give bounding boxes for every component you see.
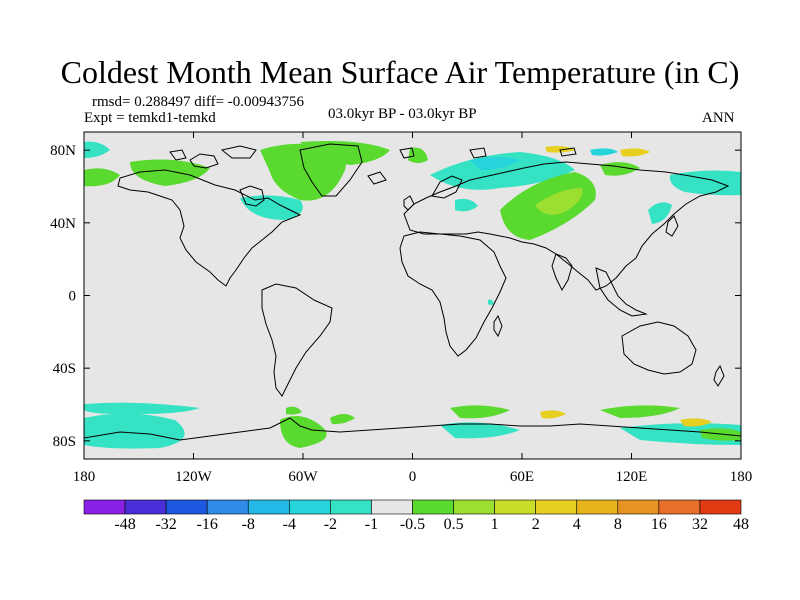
axis-ticks: 180 120W 60W 0 60E 120E 180 80N 40N 0 40S 80S: [50, 132, 752, 485]
coastline-australia: [621, 321, 697, 375]
coastline-africa: [399, 231, 507, 357]
colorbar-swatch: [165, 499, 208, 515]
lon-tick-label: 0: [409, 469, 417, 485]
lon-tick-label: 60W: [288, 469, 318, 485]
anomaly-patch: [669, 170, 741, 196]
colorbar: [83, 499, 742, 515]
colorbar-swatch: [699, 499, 742, 515]
colorbar-swatch: [412, 499, 454, 515]
colorbar-label: -1: [364, 516, 379, 533]
coastline-europe-asia: [403, 161, 730, 291]
coastline-new-zealand: [713, 364, 725, 387]
anomaly-patch: [488, 299, 494, 305]
colorbar-label: 16: [650, 516, 667, 533]
anomaly-patch: [600, 405, 680, 418]
coastline-scandinavia: [431, 175, 463, 199]
season-label: ANN: [702, 110, 735, 126]
colorbar-label: -0.5: [399, 516, 426, 533]
map-background: [84, 132, 741, 459]
anomaly-patch: [286, 406, 302, 415]
colorbar-swatch: [206, 499, 249, 515]
colorbar-label: -2: [323, 516, 338, 533]
lat-tick-label: 40S: [53, 361, 76, 377]
anomaly-patch: [84, 168, 120, 187]
period-label: 03.0kyr BP - 03.0kyr BP: [328, 106, 477, 122]
anomaly-patch: [130, 159, 210, 186]
lon-tick-label: 180: [73, 469, 96, 485]
colorbar-swatch: [494, 499, 536, 515]
anomaly-patch: [620, 148, 650, 157]
experiment-line: Expt = temkd1-temkd: [84, 110, 216, 126]
lat-tick-label: 40N: [50, 216, 76, 232]
coastline-southeast-asia: [595, 267, 648, 317]
coastline-greenland: [299, 143, 363, 197]
anomaly-patch: [430, 152, 575, 190]
anomaly-patch: [590, 148, 618, 156]
colorbar-swatch: [247, 499, 290, 515]
colorbar-label: -8: [241, 516, 255, 533]
figure-title: Coldest Month Mean Surface Air Temperatu…: [60, 54, 740, 90]
colorbar-label: -48: [114, 516, 136, 533]
anomaly-patch: [84, 413, 185, 449]
lon-tick-label: 120E: [616, 469, 648, 485]
anomaly-patch: [470, 157, 520, 170]
anomaly-patch: [84, 402, 200, 415]
colorbar-swatch: [453, 499, 495, 515]
colorbar-label: -32: [155, 516, 177, 533]
anomaly-patch: [300, 141, 390, 165]
coastline-british-isles: [403, 195, 415, 211]
coastline-north-america: [117, 169, 302, 287]
lat-tick-label: 80N: [50, 143, 76, 159]
anomaly-patch: [680, 418, 712, 427]
colorbar-label: 4: [572, 516, 581, 533]
colorbar-swatch: [124, 499, 167, 515]
anomaly-patch: [280, 416, 327, 448]
colorbar-label: 1: [490, 516, 499, 533]
coastlines: [84, 143, 741, 441]
anomaly-patch: [540, 410, 566, 419]
coastline-arctic-islands: [169, 145, 577, 169]
coastline-iceland: [367, 171, 387, 185]
coastline-hudson-bay: [239, 185, 265, 207]
anomaly-patch: [84, 141, 110, 158]
colorbar-swatch: [371, 499, 413, 515]
colorbar-swatch: [289, 499, 331, 515]
colorbar-swatch: [617, 499, 660, 515]
lat-tick-label: 0: [69, 289, 77, 305]
colorbar-swatch: [330, 499, 372, 515]
anomaly-patch: [700, 428, 741, 441]
lon-tick-label: 60E: [510, 469, 534, 485]
lat-tick-label: 80S: [53, 434, 76, 450]
colorbar-label: 8: [613, 516, 622, 533]
colorbar-label: 0.5: [443, 516, 464, 533]
anomaly-patch: [455, 198, 478, 212]
coastline-south-america: [261, 283, 333, 397]
coastline-madagascar: [493, 314, 503, 338]
colorbar-label: 32: [691, 516, 708, 533]
colorbar-label: 2: [531, 516, 540, 533]
anomaly-patch: [535, 188, 583, 215]
lon-tick-label: 180: [730, 469, 753, 485]
anomaly-patch: [260, 143, 346, 201]
anomaly-patch: [240, 195, 303, 220]
anomaly-patch: [545, 146, 575, 153]
colorbar-swatch: [658, 499, 701, 515]
anomaly-patch: [330, 414, 355, 425]
anomaly-patch: [648, 202, 672, 224]
colorbar-label: -4: [282, 516, 296, 533]
anomaly-patch: [450, 405, 510, 419]
colorbar-swatch: [83, 499, 126, 515]
colorbar-label: 48: [733, 516, 749, 533]
coastline-japan: [665, 215, 679, 237]
colorbar-swatch: [576, 499, 619, 515]
stats-line: rmsd= 0.288497 diff= -0.00943756: [92, 94, 305, 110]
colorbar-swatch: [535, 499, 578, 515]
colorbar-label: -16: [196, 516, 218, 533]
anomaly-patch: [440, 422, 520, 439]
coastline-india: [551, 253, 573, 292]
lon-tick-label: 120W: [175, 469, 213, 485]
coastline-antarctica: [84, 417, 741, 441]
